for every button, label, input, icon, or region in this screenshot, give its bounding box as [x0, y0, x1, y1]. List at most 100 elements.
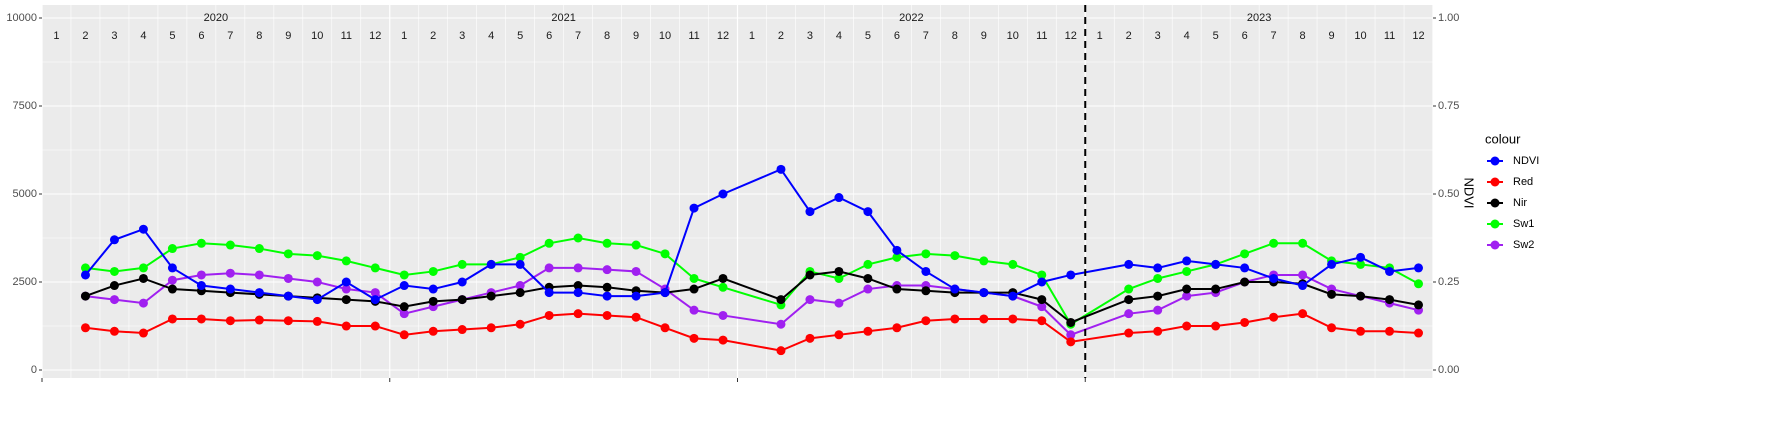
month-label: 6 [546, 30, 552, 42]
data-point [921, 286, 931, 296]
data-point [283, 316, 293, 326]
data-point [225, 316, 235, 326]
data-point [457, 277, 467, 287]
data-point [1269, 238, 1279, 248]
data-point [834, 330, 844, 340]
data-point [1356, 252, 1366, 262]
legend-label: Nir [1513, 197, 1527, 209]
data-point [1356, 326, 1366, 336]
data-point [428, 296, 438, 306]
y-tick-label: 7500 [13, 100, 37, 112]
month-label: 1 [749, 30, 755, 42]
data-point [457, 259, 467, 269]
data-point [109, 281, 119, 291]
data-point [225, 268, 235, 278]
data-point [834, 298, 844, 308]
data-point [805, 295, 815, 305]
month-label: 4 [1184, 30, 1190, 42]
data-point [834, 273, 844, 283]
data-point [892, 323, 902, 333]
data-point [1385, 266, 1395, 276]
data-point [1240, 317, 1250, 327]
data-point [1298, 309, 1308, 319]
data-point [776, 346, 786, 356]
data-point [196, 238, 206, 248]
legend-key-point [1490, 177, 1500, 187]
month-label: 2 [778, 30, 784, 42]
month-label: 9 [981, 30, 987, 42]
data-point [979, 288, 989, 298]
month-label: 4 [140, 30, 146, 42]
data-point [718, 189, 728, 199]
y-tick-label: 10000 [6, 12, 37, 24]
month-label: 9 [633, 30, 639, 42]
data-point [283, 291, 293, 301]
data-point [1182, 321, 1192, 331]
data-point [1182, 256, 1192, 266]
data-point [573, 288, 583, 298]
data-point [254, 315, 264, 325]
data-point [1153, 273, 1163, 283]
data-point [254, 244, 264, 254]
data-point [892, 252, 902, 262]
data-point [1153, 291, 1163, 301]
month-label: 11 [688, 30, 699, 42]
data-point [689, 333, 699, 343]
data-point [1327, 289, 1337, 299]
data-point [1269, 312, 1279, 322]
data-point [1182, 284, 1192, 294]
data-point [863, 326, 873, 336]
data-point [1037, 270, 1047, 280]
data-point [254, 270, 264, 280]
data-point [660, 249, 670, 259]
data-point [80, 291, 90, 301]
month-label: 3 [1155, 30, 1161, 42]
y2-tick-label: 0.00 [1438, 364, 1459, 376]
data-point [892, 245, 902, 255]
data-point [515, 259, 525, 269]
data-point [863, 207, 873, 217]
data-point [805, 207, 815, 217]
data-point [457, 325, 467, 335]
month-label: 5 [169, 30, 175, 42]
y-tick-label: 5000 [13, 188, 37, 200]
data-point [515, 252, 525, 262]
data-point [1327, 323, 1337, 333]
month-label: 2 [1126, 30, 1132, 42]
data-point [399, 302, 409, 312]
month-label: 10 [659, 30, 671, 42]
y-tick-label: 2500 [13, 276, 37, 288]
month-label: 9 [1329, 30, 1335, 42]
data-point [776, 295, 786, 305]
month-label: 7 [227, 30, 233, 42]
data-point [254, 288, 264, 298]
data-point [1385, 295, 1395, 305]
legend-key-point [1490, 198, 1500, 208]
month-label: 1 [401, 30, 407, 42]
data-point [1182, 266, 1192, 276]
data-point [631, 312, 641, 322]
month-label: 12 [717, 30, 729, 42]
data-point [631, 291, 641, 301]
month-label: 10 [311, 30, 323, 42]
month-label: 12 [369, 30, 381, 42]
data-point [718, 335, 728, 345]
month-label: 5 [1213, 30, 1219, 42]
data-point [602, 291, 612, 301]
data-point [109, 295, 119, 305]
data-point [892, 284, 902, 294]
data-point [80, 263, 90, 273]
data-point [776, 319, 786, 329]
data-point [1327, 259, 1337, 269]
data-point [1066, 330, 1076, 340]
data-point [602, 265, 612, 275]
data-point [225, 240, 235, 250]
data-point [167, 244, 177, 254]
month-label: 4 [488, 30, 494, 42]
data-point [399, 281, 409, 291]
data-point [457, 295, 467, 305]
month-label: 3 [459, 30, 465, 42]
month-label: 8 [256, 30, 262, 42]
data-point [921, 316, 931, 326]
